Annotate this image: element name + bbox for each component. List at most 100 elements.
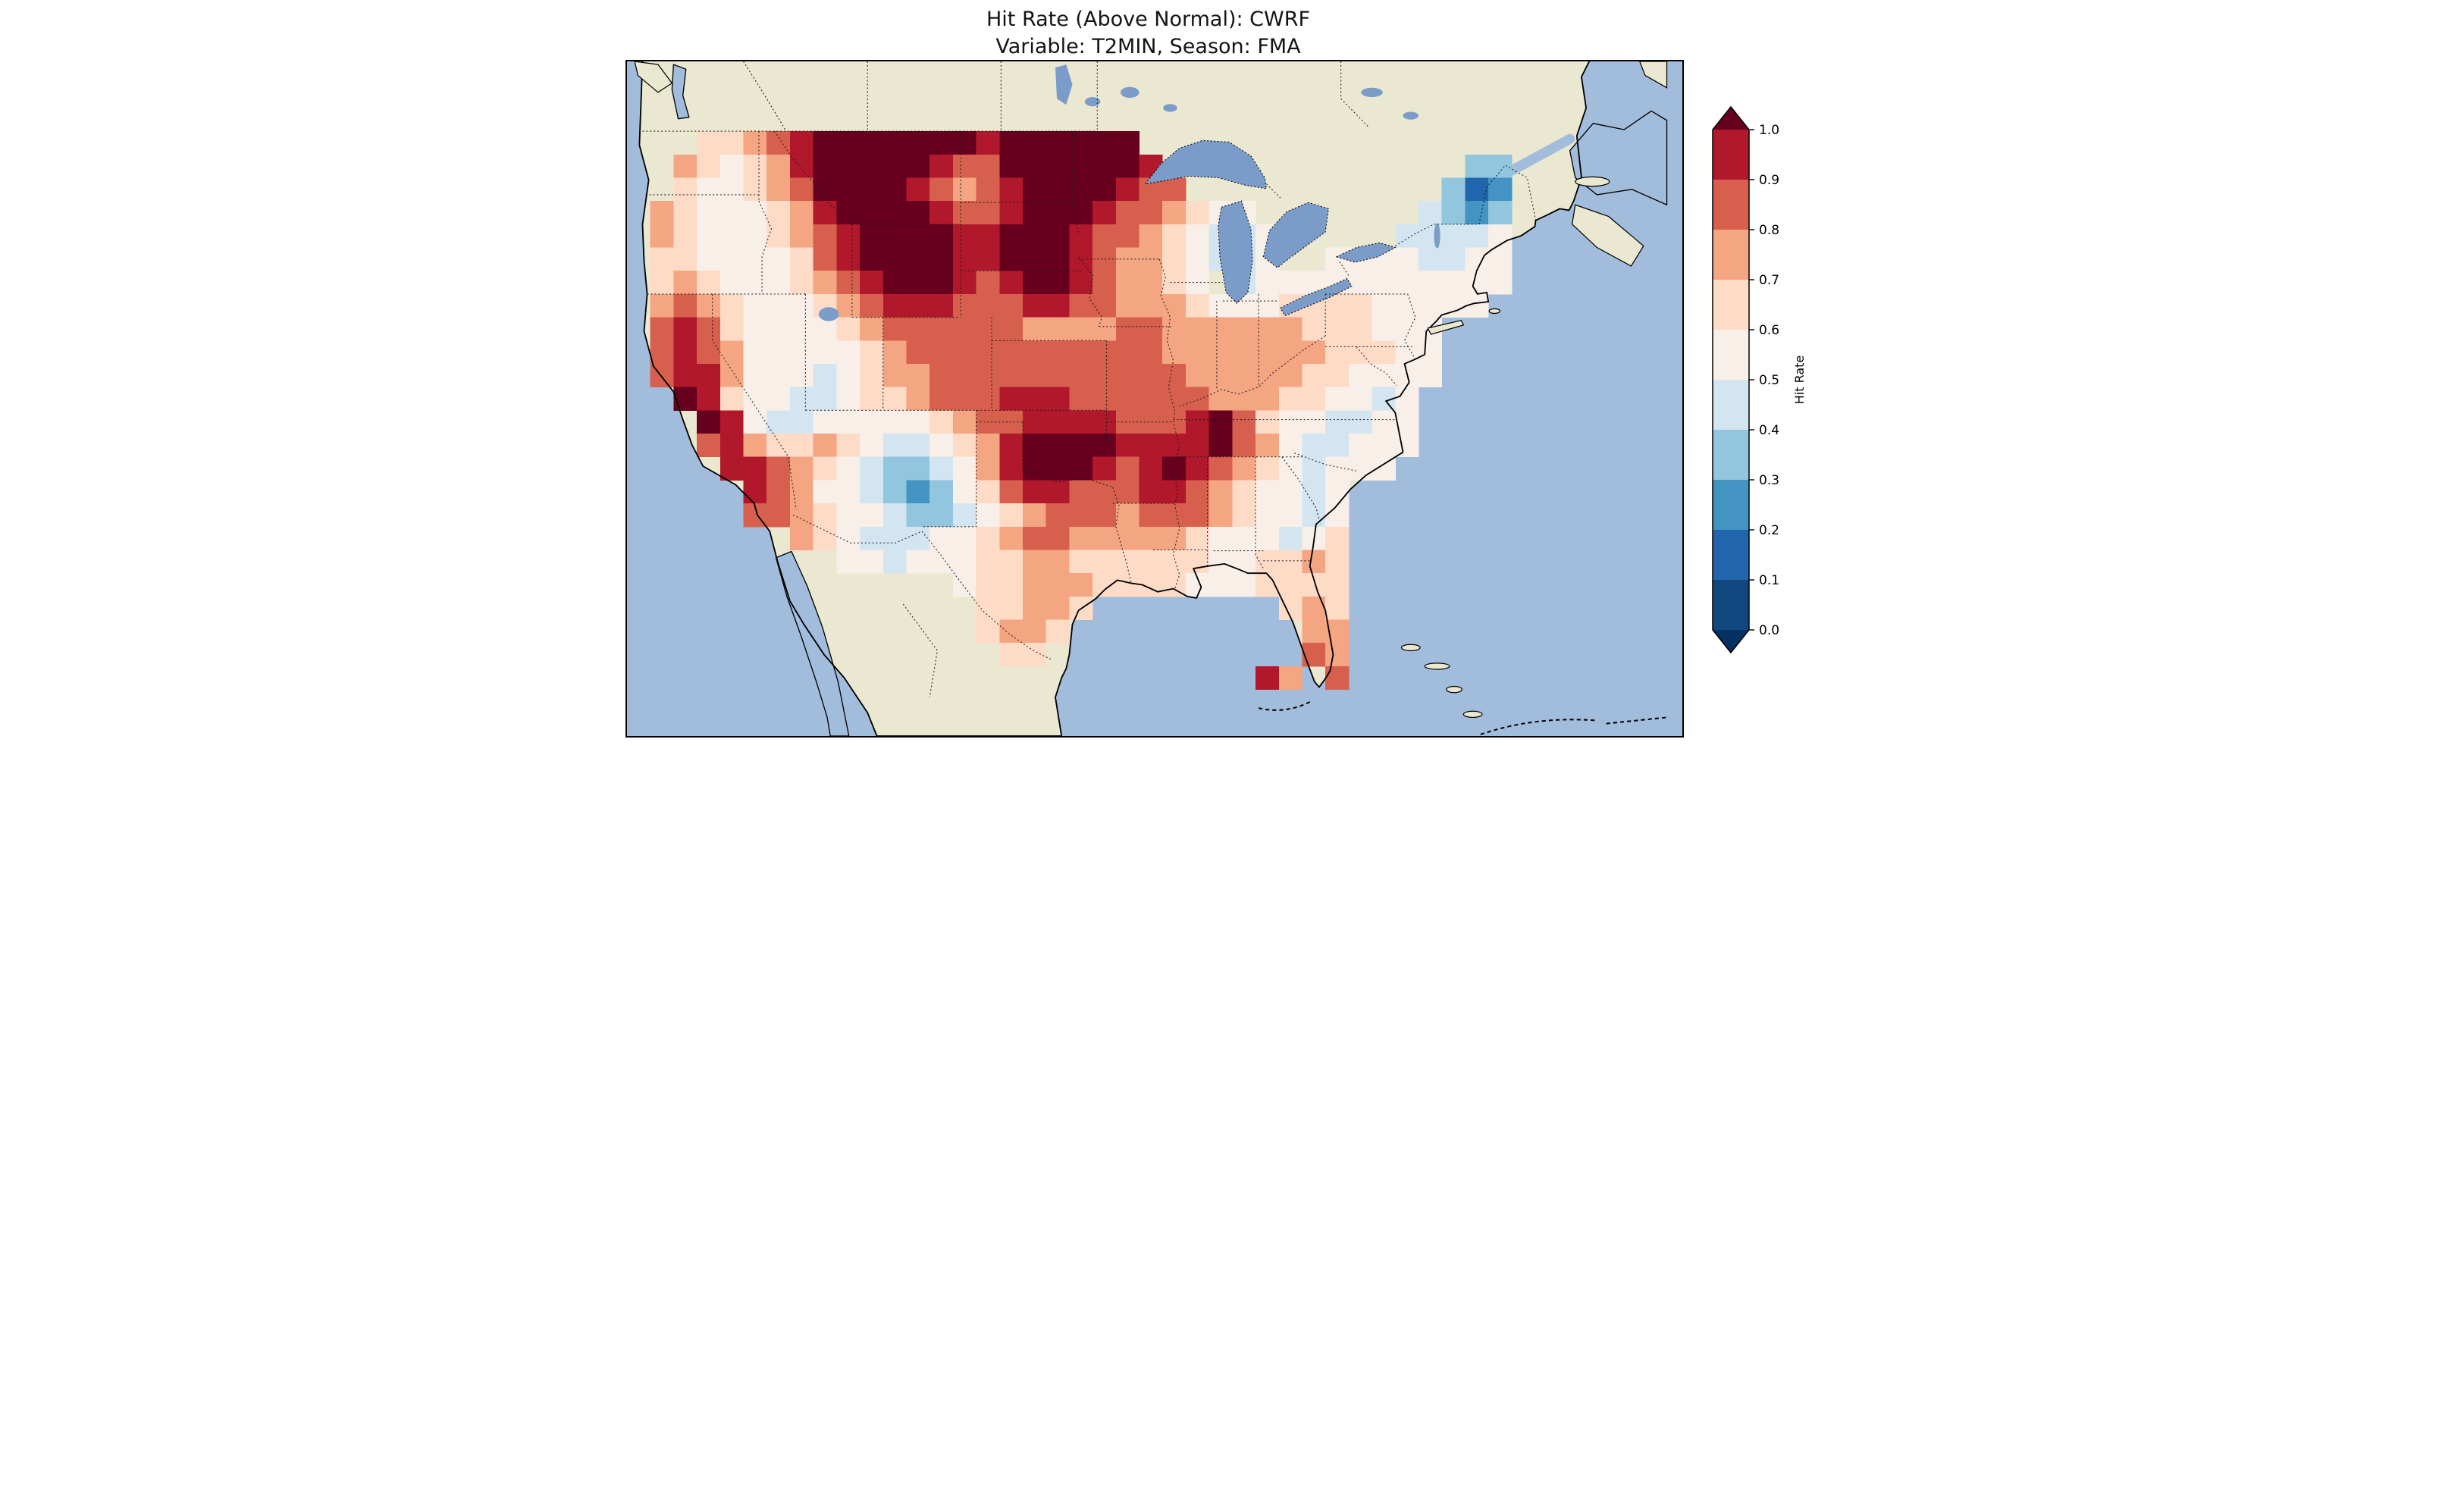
heatmap-cell (1394, 271, 1419, 295)
heatmap-cell (813, 456, 837, 481)
heatmap-cell (743, 271, 767, 295)
colorbar-outline (1711, 106, 1750, 654)
map-canvas (625, 60, 1684, 738)
heatmap-cell (1092, 294, 1116, 318)
heatmap-cell (859, 201, 883, 225)
heatmap-cell (1394, 317, 1419, 342)
heatmap-cell (743, 480, 767, 504)
heatmap-cell (1324, 410, 1349, 434)
lake-michigan (1217, 200, 1252, 305)
heatmap-cell (882, 177, 907, 202)
heatmap-cell (905, 294, 930, 318)
heatmap-cell (1022, 550, 1046, 574)
heatmap-cell (1139, 340, 1163, 365)
heatmap-cell (1301, 364, 1326, 388)
heatmap-cell (1045, 550, 1070, 574)
heatmap-cell (696, 410, 720, 434)
heatmap-cell (766, 131, 790, 155)
heatmap-cell (1068, 456, 1093, 481)
heatmap-cell (1139, 527, 1163, 551)
heatmap-cell (1278, 550, 1303, 574)
heatmap-cell (1115, 503, 1140, 528)
heatmap-cell (719, 155, 744, 179)
heatmap-cell (952, 294, 977, 318)
heatmap-cell (766, 410, 790, 434)
heatmap-cell (1231, 364, 1256, 388)
heatmap-cell (835, 131, 861, 155)
heatmap-cell (1115, 177, 1140, 202)
colorbar-body (1712, 107, 1749, 653)
heatmap-cell (1348, 294, 1372, 318)
heatmap-cell (952, 155, 977, 179)
heatmap-cell (929, 131, 953, 155)
heatmap-cell (813, 317, 837, 342)
heatmap-cell (1231, 434, 1256, 458)
heatmap-cell (1185, 480, 1209, 504)
heatmap-cell (976, 201, 1000, 225)
heatmap-cell (813, 224, 837, 249)
heatmap-cell (929, 434, 953, 458)
heatmap-cell (650, 224, 674, 249)
heatmap-cell (789, 224, 813, 249)
colorbar-extend-min (1712, 630, 1749, 653)
heatmap-cell (1115, 364, 1140, 388)
heatmap-cell (813, 340, 837, 365)
heatmap-cell (1115, 410, 1140, 434)
heatmap-cell (1208, 434, 1233, 458)
heatmap-cell (1372, 317, 1396, 342)
heatmap-cell (1092, 434, 1116, 458)
heatmap-cell (1092, 271, 1116, 295)
heatmap-cell (1348, 317, 1372, 342)
heatmap-cell (1139, 364, 1163, 388)
heatmap-cell (929, 364, 953, 388)
heatmap-cell (835, 224, 861, 249)
coastline-path (638, 61, 1590, 737)
heatmap-cell (1092, 201, 1116, 225)
colorbar-tick-label: 0.9 (1759, 173, 1779, 188)
heatmap-cell (976, 247, 1000, 271)
heatmap-cell (813, 131, 837, 155)
heatmap-cell (696, 294, 720, 318)
heatmap-cell (1068, 573, 1093, 597)
heatmap-cell (789, 247, 813, 271)
heatmap-cell (1301, 480, 1326, 504)
heatmap-cell (952, 364, 977, 388)
heatmap-cell (1022, 201, 1046, 225)
heatmap-cell (859, 434, 883, 458)
heatmap-cell (1464, 201, 1489, 225)
heatmap-cell (1301, 573, 1326, 597)
heatmap-cell (1372, 434, 1396, 458)
heatmap-cell (1161, 456, 1186, 481)
heatmap-cell (859, 294, 883, 318)
heatmap-cell (1394, 387, 1419, 412)
heatmap-cell (719, 410, 744, 434)
heatmap-cell (1185, 550, 1209, 574)
colorbar-ticks: 1.0 0.9 0.8 0.7 0.6 0.5 0.4 0.3 0.2 0.1 0.0 (1748, 123, 1779, 638)
heatmap-cell (719, 317, 744, 342)
heatmap-cell (976, 155, 1000, 179)
heatmap-cell (1022, 480, 1046, 504)
long-island (1426, 320, 1464, 336)
heatmap-cell (813, 503, 837, 528)
heatmap-cell (976, 480, 1000, 504)
heatmap-cell (1324, 666, 1349, 691)
heatmap-cell (1255, 434, 1279, 458)
heatmap-cell (929, 410, 953, 434)
heatmap-cell (905, 131, 930, 155)
heatmap-cell (766, 177, 790, 202)
heatmap-cell (859, 550, 883, 574)
heatmap-cell (1255, 456, 1279, 481)
heatmap-cell (976, 364, 1000, 388)
heatmap-cell (1301, 619, 1326, 644)
heatmap-cell (1185, 410, 1209, 434)
heatmap-cell (998, 317, 1024, 342)
heatmap-cell (882, 271, 907, 295)
heatmap-cell (1092, 456, 1116, 481)
heatmap-cell (1068, 387, 1093, 412)
heatmap-cell (789, 387, 813, 412)
heatmap-cell (1045, 340, 1070, 365)
heatmap-cell (1139, 550, 1163, 574)
heatmap-cell (789, 527, 813, 551)
heatmap-cell (1464, 177, 1489, 202)
heatmap-cell (929, 480, 953, 504)
